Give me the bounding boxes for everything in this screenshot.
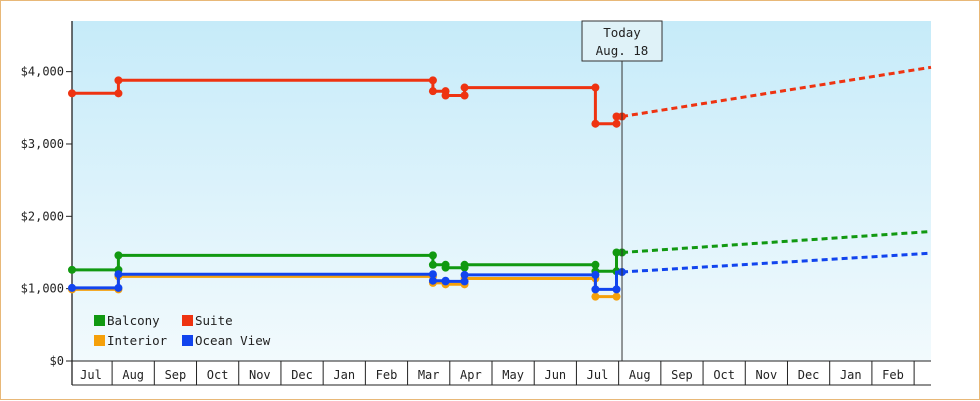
x-tick-label: Sep: [165, 368, 187, 382]
data-point: [612, 248, 621, 257]
y-tick-label: $2,000: [21, 209, 64, 223]
data-point: [114, 270, 123, 279]
data-point: [428, 76, 437, 85]
legend-swatch: [182, 335, 193, 346]
data-point: [68, 283, 76, 292]
legend-swatch: [94, 335, 105, 346]
data-point: [441, 91, 450, 100]
series-forecast-ocean-view: [621, 251, 932, 274]
data-point: [460, 91, 469, 100]
data-point: [68, 89, 76, 98]
data-point: [428, 276, 437, 285]
x-tick-label: Feb: [882, 368, 904, 382]
data-point: [114, 89, 123, 98]
series-suite: [68, 65, 932, 128]
data-point: [612, 119, 621, 128]
data-point: [428, 270, 437, 279]
data-point: [460, 277, 469, 286]
y-tick-label: $3,000: [21, 137, 64, 151]
legend-item-ocean-view: Ocean View: [182, 333, 271, 348]
data-point: [441, 263, 450, 272]
legend-label: Interior: [107, 333, 168, 348]
data-point: [460, 83, 469, 92]
x-tick-label: Oct: [713, 368, 735, 382]
data-point: [591, 119, 600, 128]
x-tick-label: Sep: [671, 368, 693, 382]
x-tick-label: Jan: [333, 368, 355, 382]
data-point: [591, 285, 600, 294]
legend-swatch: [94, 315, 105, 326]
data-point: [114, 251, 123, 260]
x-tick-label: Apr: [460, 368, 482, 382]
x-tick-label: Mar: [418, 368, 440, 382]
series-forecast-suite: [621, 65, 932, 118]
series-forecast-balcony: [621, 230, 932, 254]
legend-label: Balcony: [107, 313, 160, 328]
series-ocean-view: [68, 251, 932, 294]
data-point: [591, 270, 600, 279]
x-tick-label: Aug: [122, 368, 144, 382]
data-point: [591, 292, 600, 301]
y-tick-label: $1,000: [21, 282, 64, 296]
x-tick-label: Aug: [629, 368, 651, 382]
x-tick-label: Jun: [544, 368, 566, 382]
plot-area: [72, 21, 931, 361]
legend-item-balcony: Balcony: [94, 313, 160, 328]
x-tick-label: Nov: [756, 368, 778, 382]
x-tick-label: Dec: [798, 368, 820, 382]
x-tick-label: Feb: [376, 368, 398, 382]
data-point: [114, 76, 123, 85]
data-point: [460, 260, 469, 269]
data-point: [612, 285, 621, 294]
data-point: [612, 292, 621, 301]
x-tick-label: Jan: [840, 368, 862, 382]
legend-label: Suite: [195, 313, 233, 328]
x-tick-label: Oct: [207, 368, 229, 382]
legend-item-suite: Suite: [182, 313, 233, 328]
legend-swatch: [182, 315, 193, 326]
x-tick-label: May: [502, 368, 524, 382]
data-point: [612, 112, 621, 121]
y-tick-label: $4,000: [21, 65, 64, 79]
legend-item-interior: Interior: [94, 333, 168, 348]
today-label: Today: [603, 25, 641, 40]
data-point: [428, 251, 437, 260]
today-date: Aug. 18: [596, 43, 649, 58]
x-tick-label: Jul: [587, 368, 609, 382]
y-tick-label: $0: [50, 354, 64, 368]
data-point: [114, 283, 123, 292]
data-point: [428, 87, 437, 96]
legend-label: Ocean View: [195, 333, 271, 348]
data-point: [68, 265, 76, 274]
data-point: [591, 83, 600, 92]
data-point: [428, 260, 437, 269]
x-tick-label: Nov: [249, 368, 271, 382]
data-point: [441, 277, 450, 286]
data-point: [591, 260, 600, 269]
data-point: [460, 270, 469, 279]
today-box: [581, 20, 663, 62]
x-tick-label: Jul: [80, 368, 102, 382]
x-tick-label: Dec: [291, 368, 313, 382]
